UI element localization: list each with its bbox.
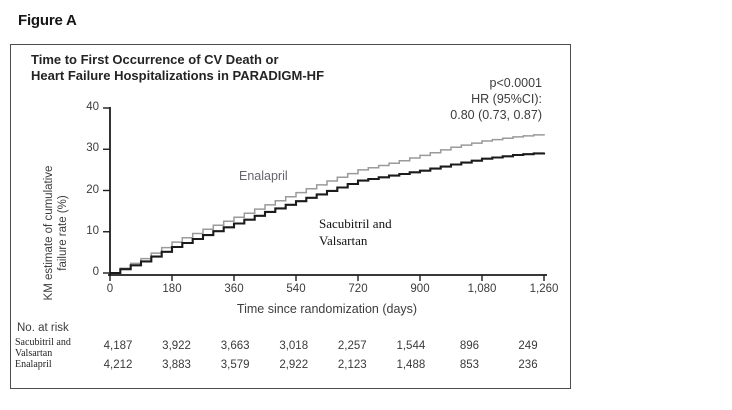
y-tick-label: 30 [86,142,99,155]
x-tick-label: 720 [348,283,368,295]
y-tick-label: 0 [92,266,99,278]
x-tick-label: 360 [224,283,244,295]
chart-title-line2: Heart Failure Hospitalizations in PARADI… [31,68,325,83]
risk-count-cell: 2,123 [337,359,367,371]
risk-count-cell: 3,018 [279,340,309,352]
risk-row-name: Enalapril [15,359,52,370]
risk-count-cell: 4,187 [103,340,133,352]
risk-count-cell: 896 [459,340,480,352]
x-tick-label: 540 [286,283,306,295]
curve-label-sacubitril-line1: Sacubitril and [319,216,392,231]
x-tick-label: 1,080 [467,283,497,295]
risk-count-cell: 3,922 [162,340,191,352]
curve-label-enalapril: Enalapril [239,169,288,183]
km-plot [103,107,547,281]
risk-row-name: Sacubitril and [15,337,71,348]
risk-count-cell: 2,922 [279,359,309,371]
risk-count-cell: 3,883 [162,359,191,371]
risk-count-cell: 236 [518,359,538,371]
x-tick-label: 1,260 [529,283,559,295]
risk-table-label: No. at risk [17,322,69,334]
x-tick-label: 180 [162,283,182,295]
stats-annotation: p<0.0001 HR (95%CI): 0.80 (0.73, 0.87) [450,75,542,123]
p-value: p<0.0001 [489,76,542,90]
x-tick-label: 900 [410,283,430,295]
risk-count-cell: 1,544 [396,340,426,352]
y-tick-label: 40 [86,101,99,113]
curve-label-sacubitril: Sacubitril and Valsartan [319,215,392,249]
x-axis-title: Time since randomization (days) [236,302,418,316]
x-tick-label: 0 [106,283,114,295]
hr-label: HR (95%CI): [471,92,542,106]
figure-label: Figure A [18,12,77,29]
km-curve-enalapril [110,134,545,274]
risk-count-cell: 249 [518,340,538,352]
y-tick-label: 10 [86,224,99,237]
risk-count-cell: 3,579 [220,359,250,371]
chart-panel: Time to First Occurrence of CV Death or … [10,44,571,389]
risk-count-cell: 4,212 [103,359,133,371]
km-curve-sacubitril-valsartan [110,152,546,275]
risk-count-cell: 853 [459,359,480,371]
risk-count-cell: 2,257 [337,340,367,352]
risk-row-name: Valsartan [15,348,53,359]
risk-count-cell: 1,488 [396,359,426,371]
chart-title-line1: Time to First Occurrence of CV Death or [31,52,279,67]
hr-value: 0.80 (0.73, 0.87) [450,108,542,122]
y-tick-label: 20 [86,183,99,196]
risk-count-cell: 3,663 [220,340,250,352]
curve-label-sacubitril-line2: Valsartan [319,233,368,248]
chart-title: Time to First Occurrence of CV Death or … [31,52,324,84]
